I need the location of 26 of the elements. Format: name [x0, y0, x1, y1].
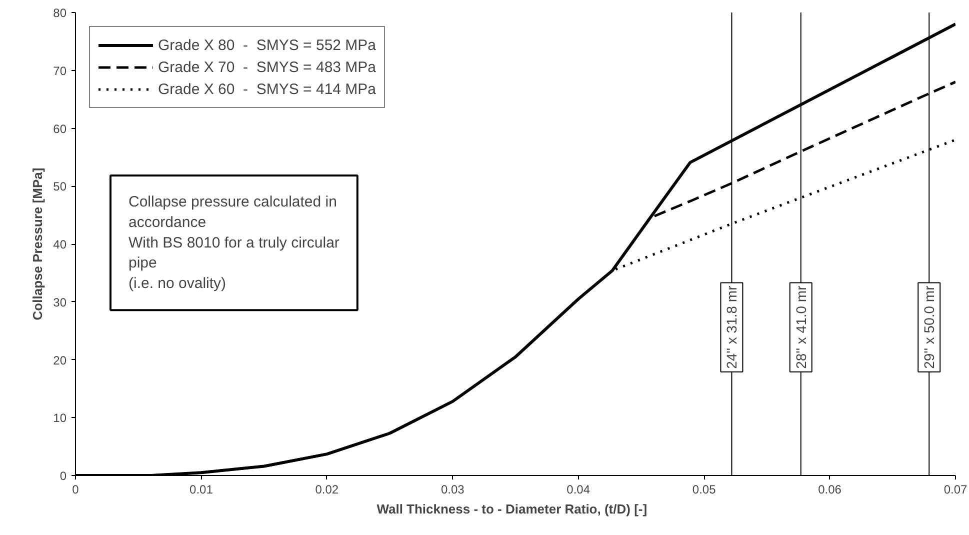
- y-axis-title: Collapse Pressure [MPa]: [30, 168, 46, 320]
- ref-line-label: 24'' x 31.8 mr: [724, 285, 740, 369]
- annotation: Collapse pressure calculated in accordance With BS 8010 for a truly circular pipe (i.e. no ovality): [128, 194, 340, 292]
- x-tick-label: 0.02: [315, 482, 339, 496]
- x-tick-label: 0.05: [692, 482, 716, 496]
- legend-label: Grade X 70 - SMYS = 483 MPa: [158, 58, 376, 76]
- y-tick-label: 20: [53, 353, 67, 368]
- y-tick-label: 70: [53, 64, 67, 78]
- ref-line-label: 29'' x 50.0 mr: [921, 285, 938, 369]
- x-tick-label: 0.04: [566, 482, 590, 496]
- y-tick-label: 60: [53, 122, 67, 136]
- x-tick-label: 0.06: [818, 482, 842, 496]
- x-tick-label: 0: [72, 482, 80, 496]
- y-tick-label: 0: [60, 469, 67, 483]
- y-tick-label: 50: [53, 180, 67, 194]
- x-axis-title: Wall Thickness - to - Diameter Ratio, (t/D) [-]: [376, 502, 648, 516]
- x-tick-label: 0.01: [190, 482, 214, 496]
- legend-label: Grade X 80 - SMYS = 552 MPa: [158, 36, 376, 54]
- y-tick-label: 10: [53, 411, 67, 426]
- y-tick-label: 30: [53, 295, 67, 310]
- y-tick-label: 40: [53, 238, 67, 252]
- x-tick-label: 0.03: [440, 482, 465, 496]
- ref-line-label: 28'' x 41.0 mr: [792, 285, 809, 369]
- x-tick-label: 0.07: [944, 482, 968, 496]
- legend-label: Grade X 60 - SMYS = 414 MPa: [158, 80, 376, 98]
- y-tick-label: 80: [53, 6, 67, 20]
